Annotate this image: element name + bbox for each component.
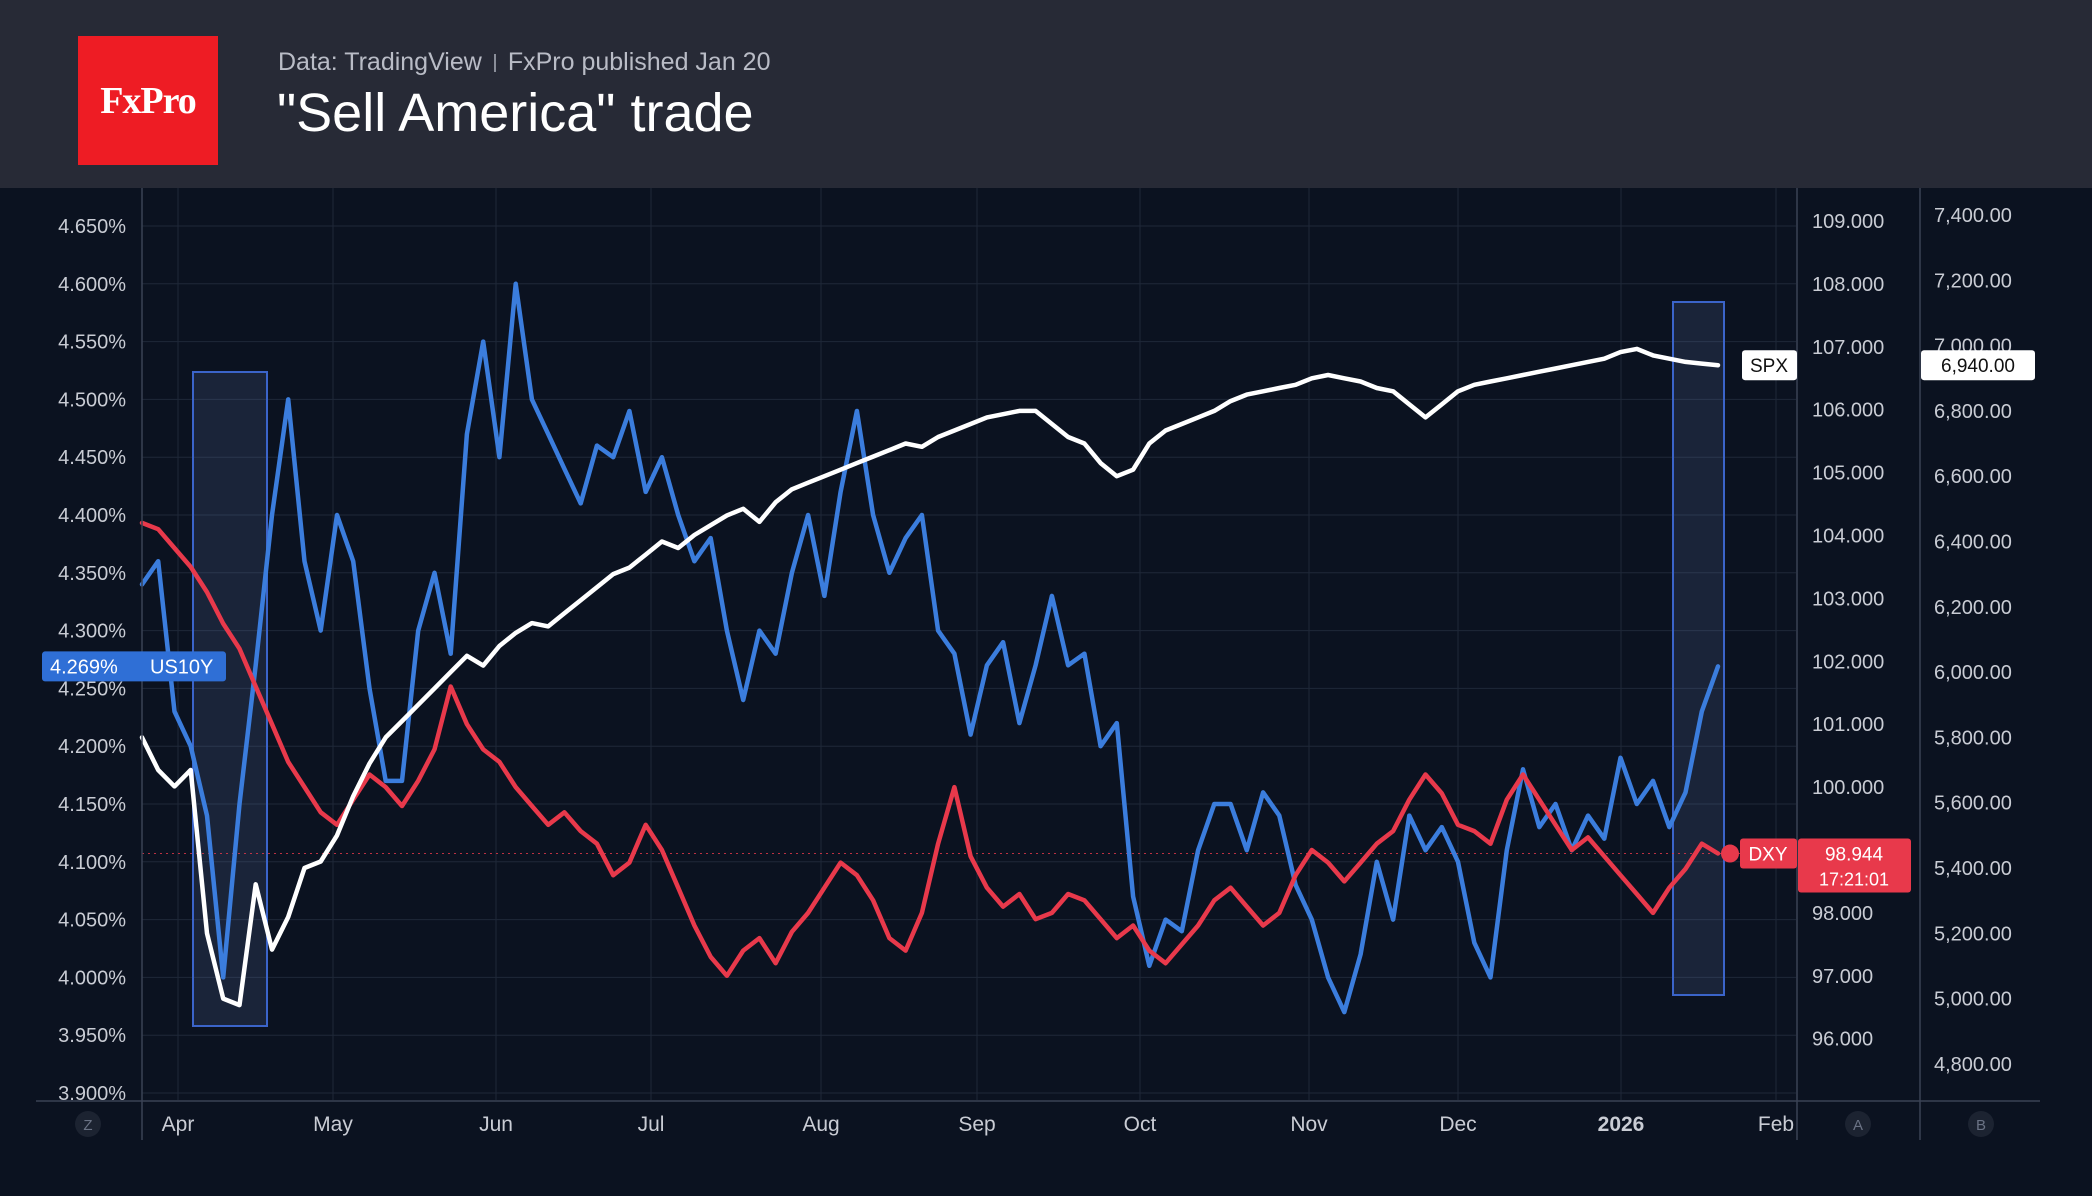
right-tick-label: 5,400.00 [1934,858,2012,880]
left-tick-label: 4.200% [58,736,126,758]
series-line-us10y [139,281,1721,1015]
month-label: Nov [1290,1113,1328,1136]
left-tick-label: 4.250% [58,678,126,700]
right-tick-label: 6,000.00 [1934,662,2012,684]
left-tick-label: 4.500% [58,389,126,411]
spx-name-tag [1742,350,1797,381]
highlight-box-jan [1672,301,1725,996]
left-tick-label: 4.000% [58,967,126,989]
header-bar: FxPro Data: TradingView FxPro published … [0,0,2092,188]
left-tick-label: 4.400% [58,505,126,527]
mid-tick-label: 97.000 [1812,966,1873,988]
month-label: Oct [1124,1113,1157,1136]
mid-tick-label: 105.000 [1812,463,1884,485]
month-label: Aug [802,1113,839,1136]
data-source: Data: TradingView [278,48,482,76]
left-tick-label: 3.900% [58,1083,126,1105]
mid-tick-label: 101.000 [1812,714,1884,736]
mid-tick-label: 106.000 [1812,400,1884,422]
price-labels: 4.269% US10Y SPX 6,940.00 DXY 98.944 17:21:01 [42,350,2035,893]
left-tick-label: 4.350% [58,563,126,585]
month-label: Apr [162,1113,195,1136]
mid-tick-label: 98.000 [1812,903,1873,925]
dxy-price-tag [1798,838,1911,893]
dxy-name-tag [1740,838,1797,869]
separator [493,53,496,72]
left-tick-label: 4.650% [58,216,126,238]
axis-button [75,1111,101,1137]
us10y-series-name: US10Y [150,656,213,678]
left-tick-label: 4.550% [58,332,126,354]
mid-tick-label: 104.000 [1812,526,1884,548]
spx-series-name: SPX [1750,356,1788,377]
month-label: Feb [1758,1113,1794,1136]
mid-tick-label: 103.000 [1812,588,1884,610]
axis-button [1845,1111,1871,1137]
axis-button-label: B [1976,1117,1986,1134]
month-label: May [313,1113,353,1136]
left-tick-label: 4.300% [58,621,126,643]
right-tick-label: 6,200.00 [1934,597,2012,619]
right-tick-label: 4,800.00 [1934,1054,2012,1076]
published-date: FxPro published Jan 20 [507,48,771,76]
axis-button-label: A [1853,1117,1863,1134]
mid-tick-label: 108.000 [1812,274,1884,296]
month-label: Sep [958,1113,995,1136]
us10y-price-value: 4.269% [50,656,118,678]
left-tick-label: 4.100% [58,852,126,874]
right-tick-label: 7,200.00 [1934,270,2012,292]
dxy-series-name: DXY [1748,845,1787,866]
spx-price-value: 6,940.00 [1941,356,2015,377]
month-label: Jun [479,1113,513,1136]
right-tick-label: 6,600.00 [1934,466,2012,488]
mid-tick-label: 107.000 [1812,337,1884,359]
axis-button [1968,1111,1994,1137]
us10y-price-tag [42,651,226,682]
right-tick-label: 5,800.00 [1934,727,2012,749]
right-tick-label: 6,800.00 [1934,401,2012,423]
spx-price-tag [1921,350,2035,381]
dxy-last-point [1721,844,1739,863]
right-tick-label: 6,400.00 [1934,532,2012,554]
chart-background [0,188,2092,1196]
chart-canvas[interactable]: 4.650% 4.600% 4.550% 4.500% 4.450% 4.400% 4.35… [0,188,2092,1196]
source-line: Data: TradingView FxPro published Jan 20 [278,48,771,77]
dxy-price-value: 98.944 [1825,845,1884,866]
axis-button-label: Z [83,1117,92,1134]
month-label: Jul [638,1113,665,1136]
month-label: 2026 [1598,1113,1645,1136]
left-tick-label: 4.150% [58,794,126,816]
dxy-countdown: 17:21:01 [1819,870,1889,890]
mid-tick-label: 102.000 [1812,651,1884,673]
series-lines [139,281,1740,1015]
fxpro-logo: FxPro [78,36,218,165]
left-tick-label: 4.050% [58,910,126,932]
axes: 4.650% 4.600% 4.550% 4.500% 4.450% 4.400% 4.35… [36,188,2040,1140]
grid [142,188,1796,1100]
left-tick-label: 4.600% [58,274,126,296]
mid-tick-label: 96.000 [1812,1029,1873,1051]
right-tick-label: 7,400.00 [1934,205,2012,227]
right-tick-label: 5,000.00 [1934,989,2012,1011]
left-tick-label: 4.450% [58,447,126,469]
series-line-spx [139,346,1721,1008]
mid-tick-label: 109.000 [1812,211,1884,233]
chart-title: "Sell America" trade [277,83,754,143]
right-tick-label: 5,600.00 [1934,793,2012,815]
logo-text: FxPro [100,79,197,122]
right-tick-label: 5,200.00 [1934,923,2012,945]
month-label: Dec [1439,1113,1476,1136]
mid-tick-label: 100.000 [1812,777,1884,799]
series-line-dxy [139,520,1721,979]
left-tick-label: 3.950% [58,1025,126,1047]
